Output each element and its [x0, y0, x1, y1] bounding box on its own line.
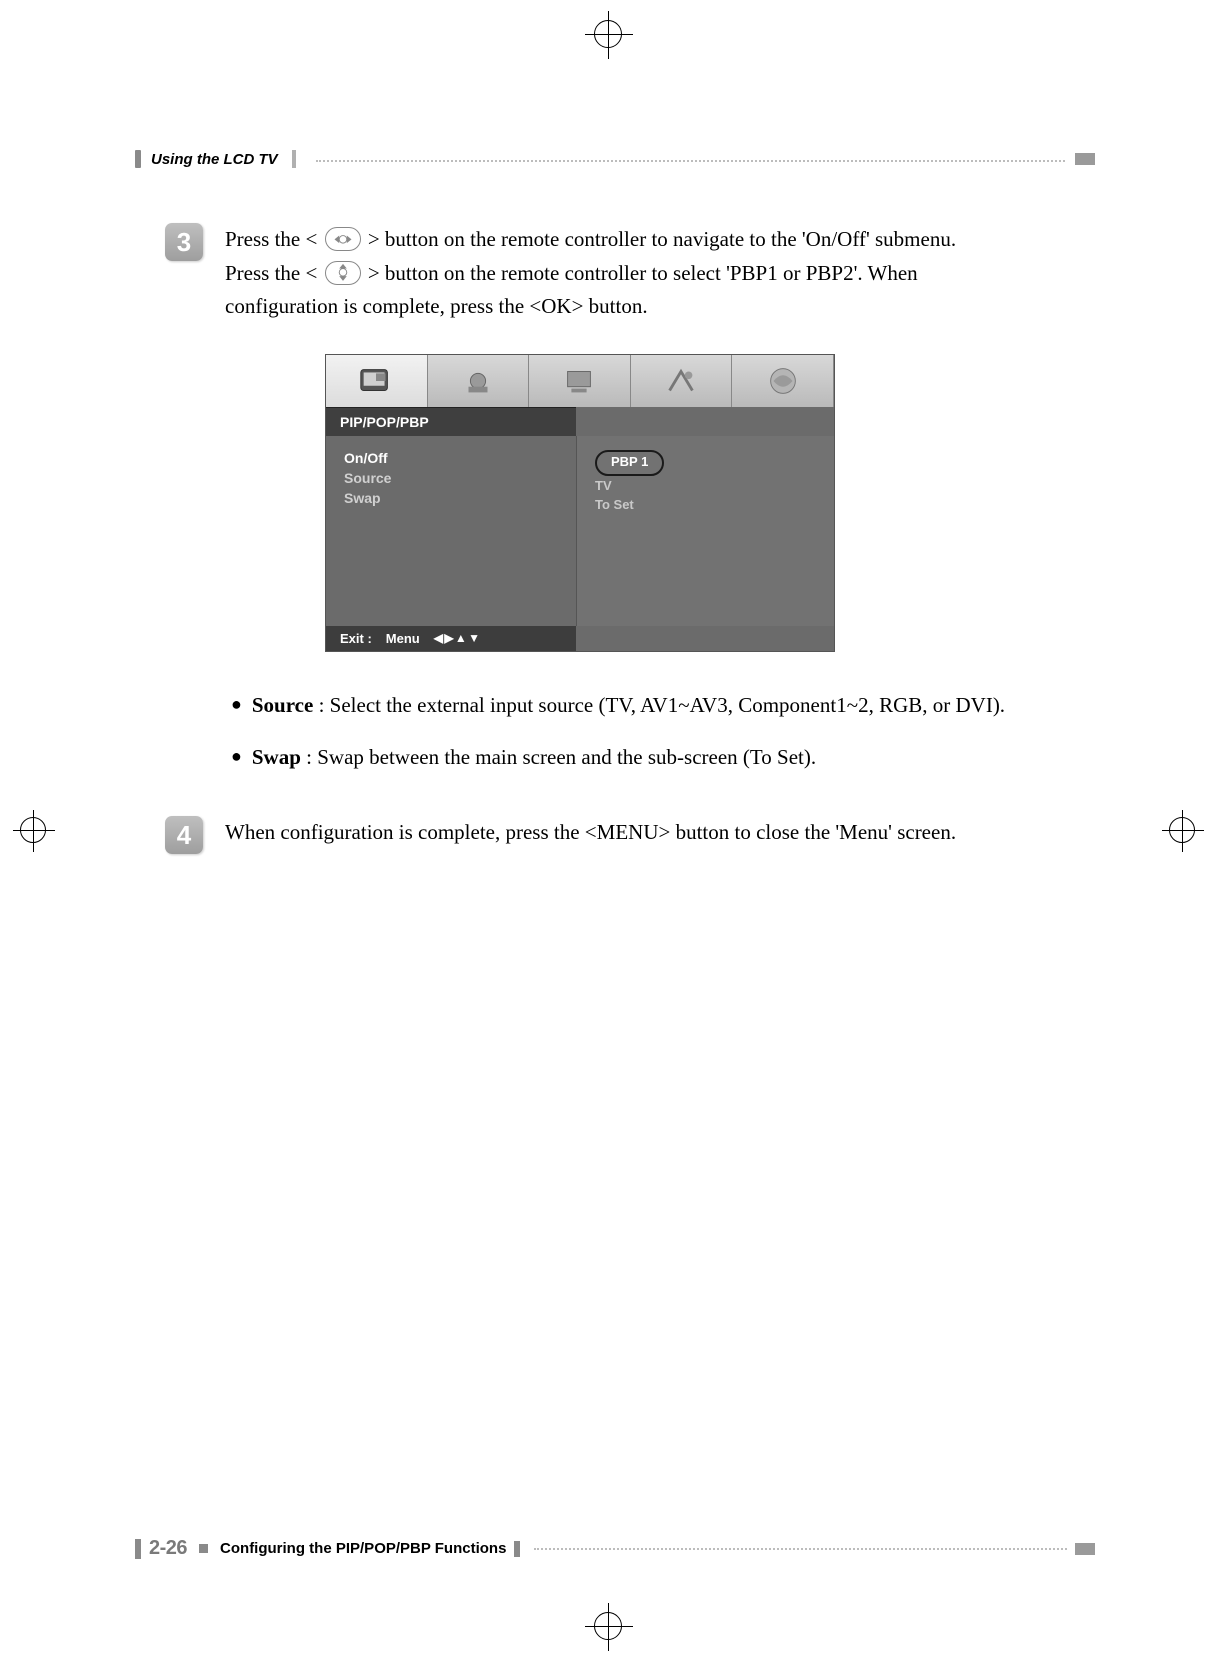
- step-3-body: Press the < > button on the remote contr…: [225, 223, 956, 324]
- osd-menu-items: On/Off Source Swap: [326, 436, 576, 626]
- page-content: Using the LCD TV 3 Press the < > button …: [135, 150, 1095, 884]
- page-header: Using the LCD TV: [135, 150, 1095, 168]
- footer-section-title: Configuring the PIP/POP/PBP Functions: [220, 1540, 506, 1557]
- osd-item-onoff[interactable]: On/Off: [344, 450, 558, 466]
- osd-tab-3-icon[interactable]: [529, 355, 631, 407]
- footer-accent-bar: [135, 1539, 141, 1559]
- header-title: Using the LCD TV: [151, 151, 278, 168]
- step3-line1b: > button on the remote controller to nav…: [363, 227, 956, 251]
- left-right-button-icon: [325, 227, 361, 251]
- header-dotted-rule: [316, 160, 1065, 162]
- osd-menu-values: PBP 1 TV To Set: [576, 436, 834, 626]
- footer-divider: [514, 1541, 520, 1557]
- up-down-button-icon: [325, 261, 361, 285]
- osd-item-swap[interactable]: Swap: [344, 490, 558, 506]
- step3-line2a: Press the <: [225, 261, 323, 285]
- osd-value-source: TV: [595, 478, 816, 493]
- step-4-badge: 4: [165, 816, 203, 854]
- osd-tab-4-icon[interactable]: [631, 355, 733, 407]
- bullet-swap-text: : Swap between the main screen and the s…: [301, 745, 816, 769]
- osd-value-onoff-circle: PBP 1: [595, 450, 664, 476]
- bullet-swap-label: Swap: [252, 745, 301, 769]
- bullet-source-label: Source: [252, 693, 313, 717]
- header-end-block: [1075, 153, 1095, 165]
- step3-line2b: > button on the remote controller to sel…: [363, 261, 918, 285]
- footer-dotted-rule: [534, 1548, 1067, 1550]
- osd-menu: PIP/POP/PBP On/Off Source Swap PBP 1 TV …: [325, 354, 835, 652]
- header-accent-bar: [135, 150, 141, 168]
- osd-item-source[interactable]: Source: [344, 470, 558, 486]
- bullet-dot-icon: ●: [231, 739, 242, 777]
- crop-mark-right: [1169, 817, 1195, 843]
- osd-tab-row: [326, 355, 834, 407]
- osd-tab-pip-icon[interactable]: [326, 355, 428, 407]
- bullet-list: ● Source : Select the external input sou…: [231, 687, 1095, 777]
- step3-line3: configuration is complete, press the <OK…: [225, 290, 956, 324]
- page-footer: 2-26 Configuring the PIP/POP/PBP Functio…: [135, 1537, 1095, 1560]
- osd-footer: Exit : Menu ◀ ▶ ▲ ▼: [326, 626, 576, 651]
- crop-mark-left: [20, 817, 46, 843]
- step-3-badge: 3: [165, 223, 203, 261]
- step-4-body: When configuration is complete, press th…: [225, 816, 956, 854]
- osd-value-onoff: PBP 1: [611, 454, 648, 469]
- bullet-swap: ● Swap : Swap between the main screen an…: [231, 739, 1095, 777]
- osd-body: On/Off Source Swap PBP 1 TV To Set: [326, 436, 834, 626]
- osd-footer-arrows-icon: ◀ ▶ ▲ ▼: [434, 631, 479, 645]
- step3-line1a: Press the <: [225, 227, 323, 251]
- step-4: 4 When configuration is complete, press …: [165, 816, 1095, 854]
- osd-footer-menu: Menu: [386, 631, 420, 646]
- crop-mark-bottom: [594, 1612, 622, 1640]
- osd-footer-exit: Exit :: [340, 631, 372, 646]
- footer-page-number: 2-26: [149, 1537, 187, 1560]
- osd-value-swap: To Set: [595, 497, 816, 512]
- osd-tab-2-icon[interactable]: [428, 355, 530, 407]
- header-divider: [292, 150, 296, 168]
- footer-square-icon: [199, 1544, 208, 1553]
- osd-tab-5-icon[interactable]: [732, 355, 834, 407]
- bullet-source: ● Source : Select the external input sou…: [231, 687, 1095, 725]
- bullet-dot-icon: ●: [231, 687, 242, 725]
- footer-end-block: [1075, 1543, 1095, 1555]
- crop-mark-top: [594, 20, 622, 48]
- osd-title: PIP/POP/PBP: [326, 407, 576, 436]
- bullet-source-text: : Select the external input source (TV, …: [313, 693, 1005, 717]
- step-3: 3 Press the < > button on the remote con…: [165, 223, 1095, 324]
- step4-text: When configuration is complete, press th…: [225, 816, 956, 850]
